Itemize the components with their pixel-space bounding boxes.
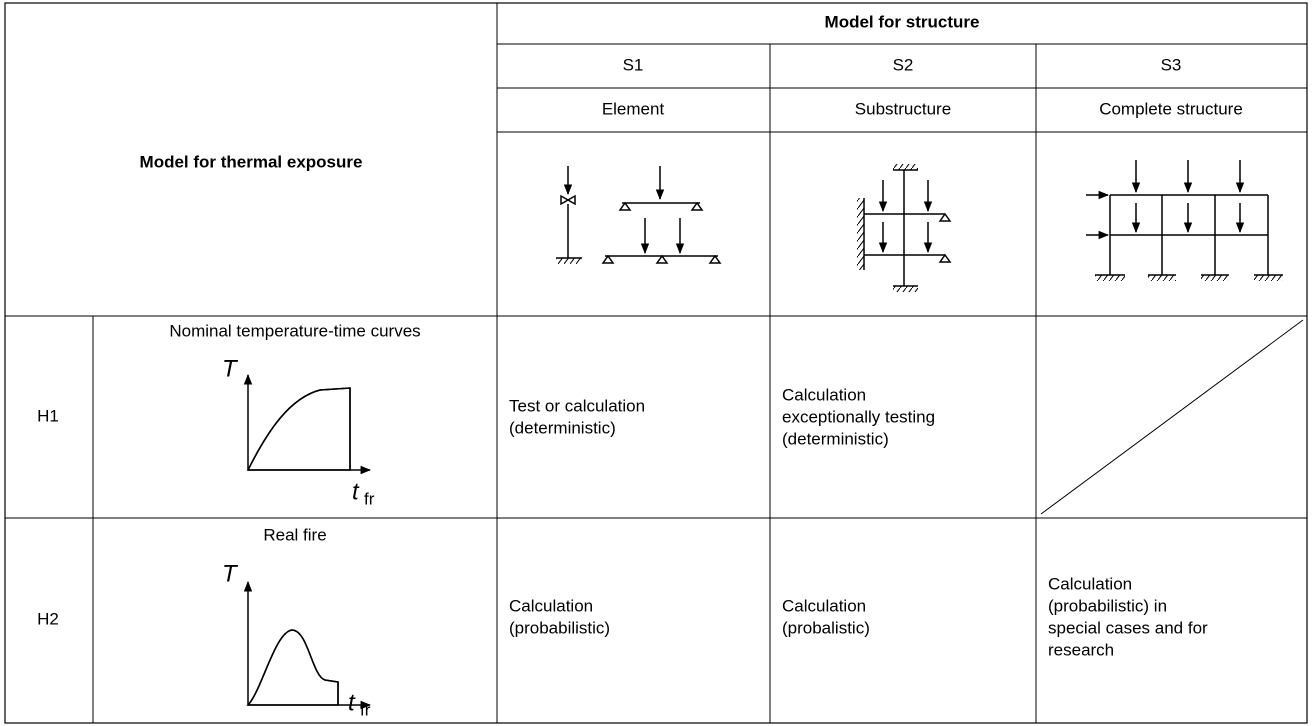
cell-text: (deterministic)	[509, 418, 616, 437]
axis-x-label: t	[348, 689, 356, 716]
row-title: Nominal temperature-time curves	[169, 321, 420, 340]
cell-text: Calculation	[782, 385, 866, 404]
cell-text: special cases and for	[1048, 618, 1208, 637]
element-sketch	[556, 166, 722, 264]
column-name: Complete structure	[1099, 99, 1243, 118]
structure-header: Model for structure	[825, 12, 980, 31]
cell-text: Calculation	[782, 596, 866, 615]
axis-x-label: t	[352, 478, 360, 505]
row-code: H2	[37, 609, 59, 628]
column-code: S3	[1161, 55, 1182, 74]
axis-x-subscript: fr	[360, 700, 371, 719]
cell-text: (deterministic)	[782, 429, 889, 448]
cell-text: (probabilistic) in	[1048, 596, 1167, 615]
complete-structure-sketch	[1086, 160, 1283, 281]
cell-text: Test or calculation	[509, 396, 645, 415]
substructure-sketch	[857, 164, 952, 292]
real-fire-graph	[243, 580, 372, 710]
grid	[4, 2, 1308, 724]
cell-text: Calculation	[509, 596, 593, 615]
column-code: S2	[893, 55, 914, 74]
thermal-header: Model for thermal exposure	[140, 152, 363, 171]
column-code: S1	[623, 55, 644, 74]
nominal-curve-graph	[243, 373, 372, 475]
row-code: H1	[37, 406, 59, 425]
axis-y-label: T	[222, 560, 239, 587]
cell-text: exceptionally testing	[782, 407, 935, 426]
row-title: Real fire	[263, 525, 326, 544]
axis-y-label: T	[222, 355, 239, 382]
column-name: Element	[602, 99, 665, 118]
axis-x-subscript: fr	[364, 489, 375, 508]
cell-text: Calculation	[1048, 574, 1132, 593]
cell-text: research	[1048, 640, 1114, 659]
column-name: Substructure	[855, 99, 951, 118]
cell-text: (probalistic)	[782, 618, 870, 637]
cell-text: (probabilistic)	[509, 618, 610, 637]
